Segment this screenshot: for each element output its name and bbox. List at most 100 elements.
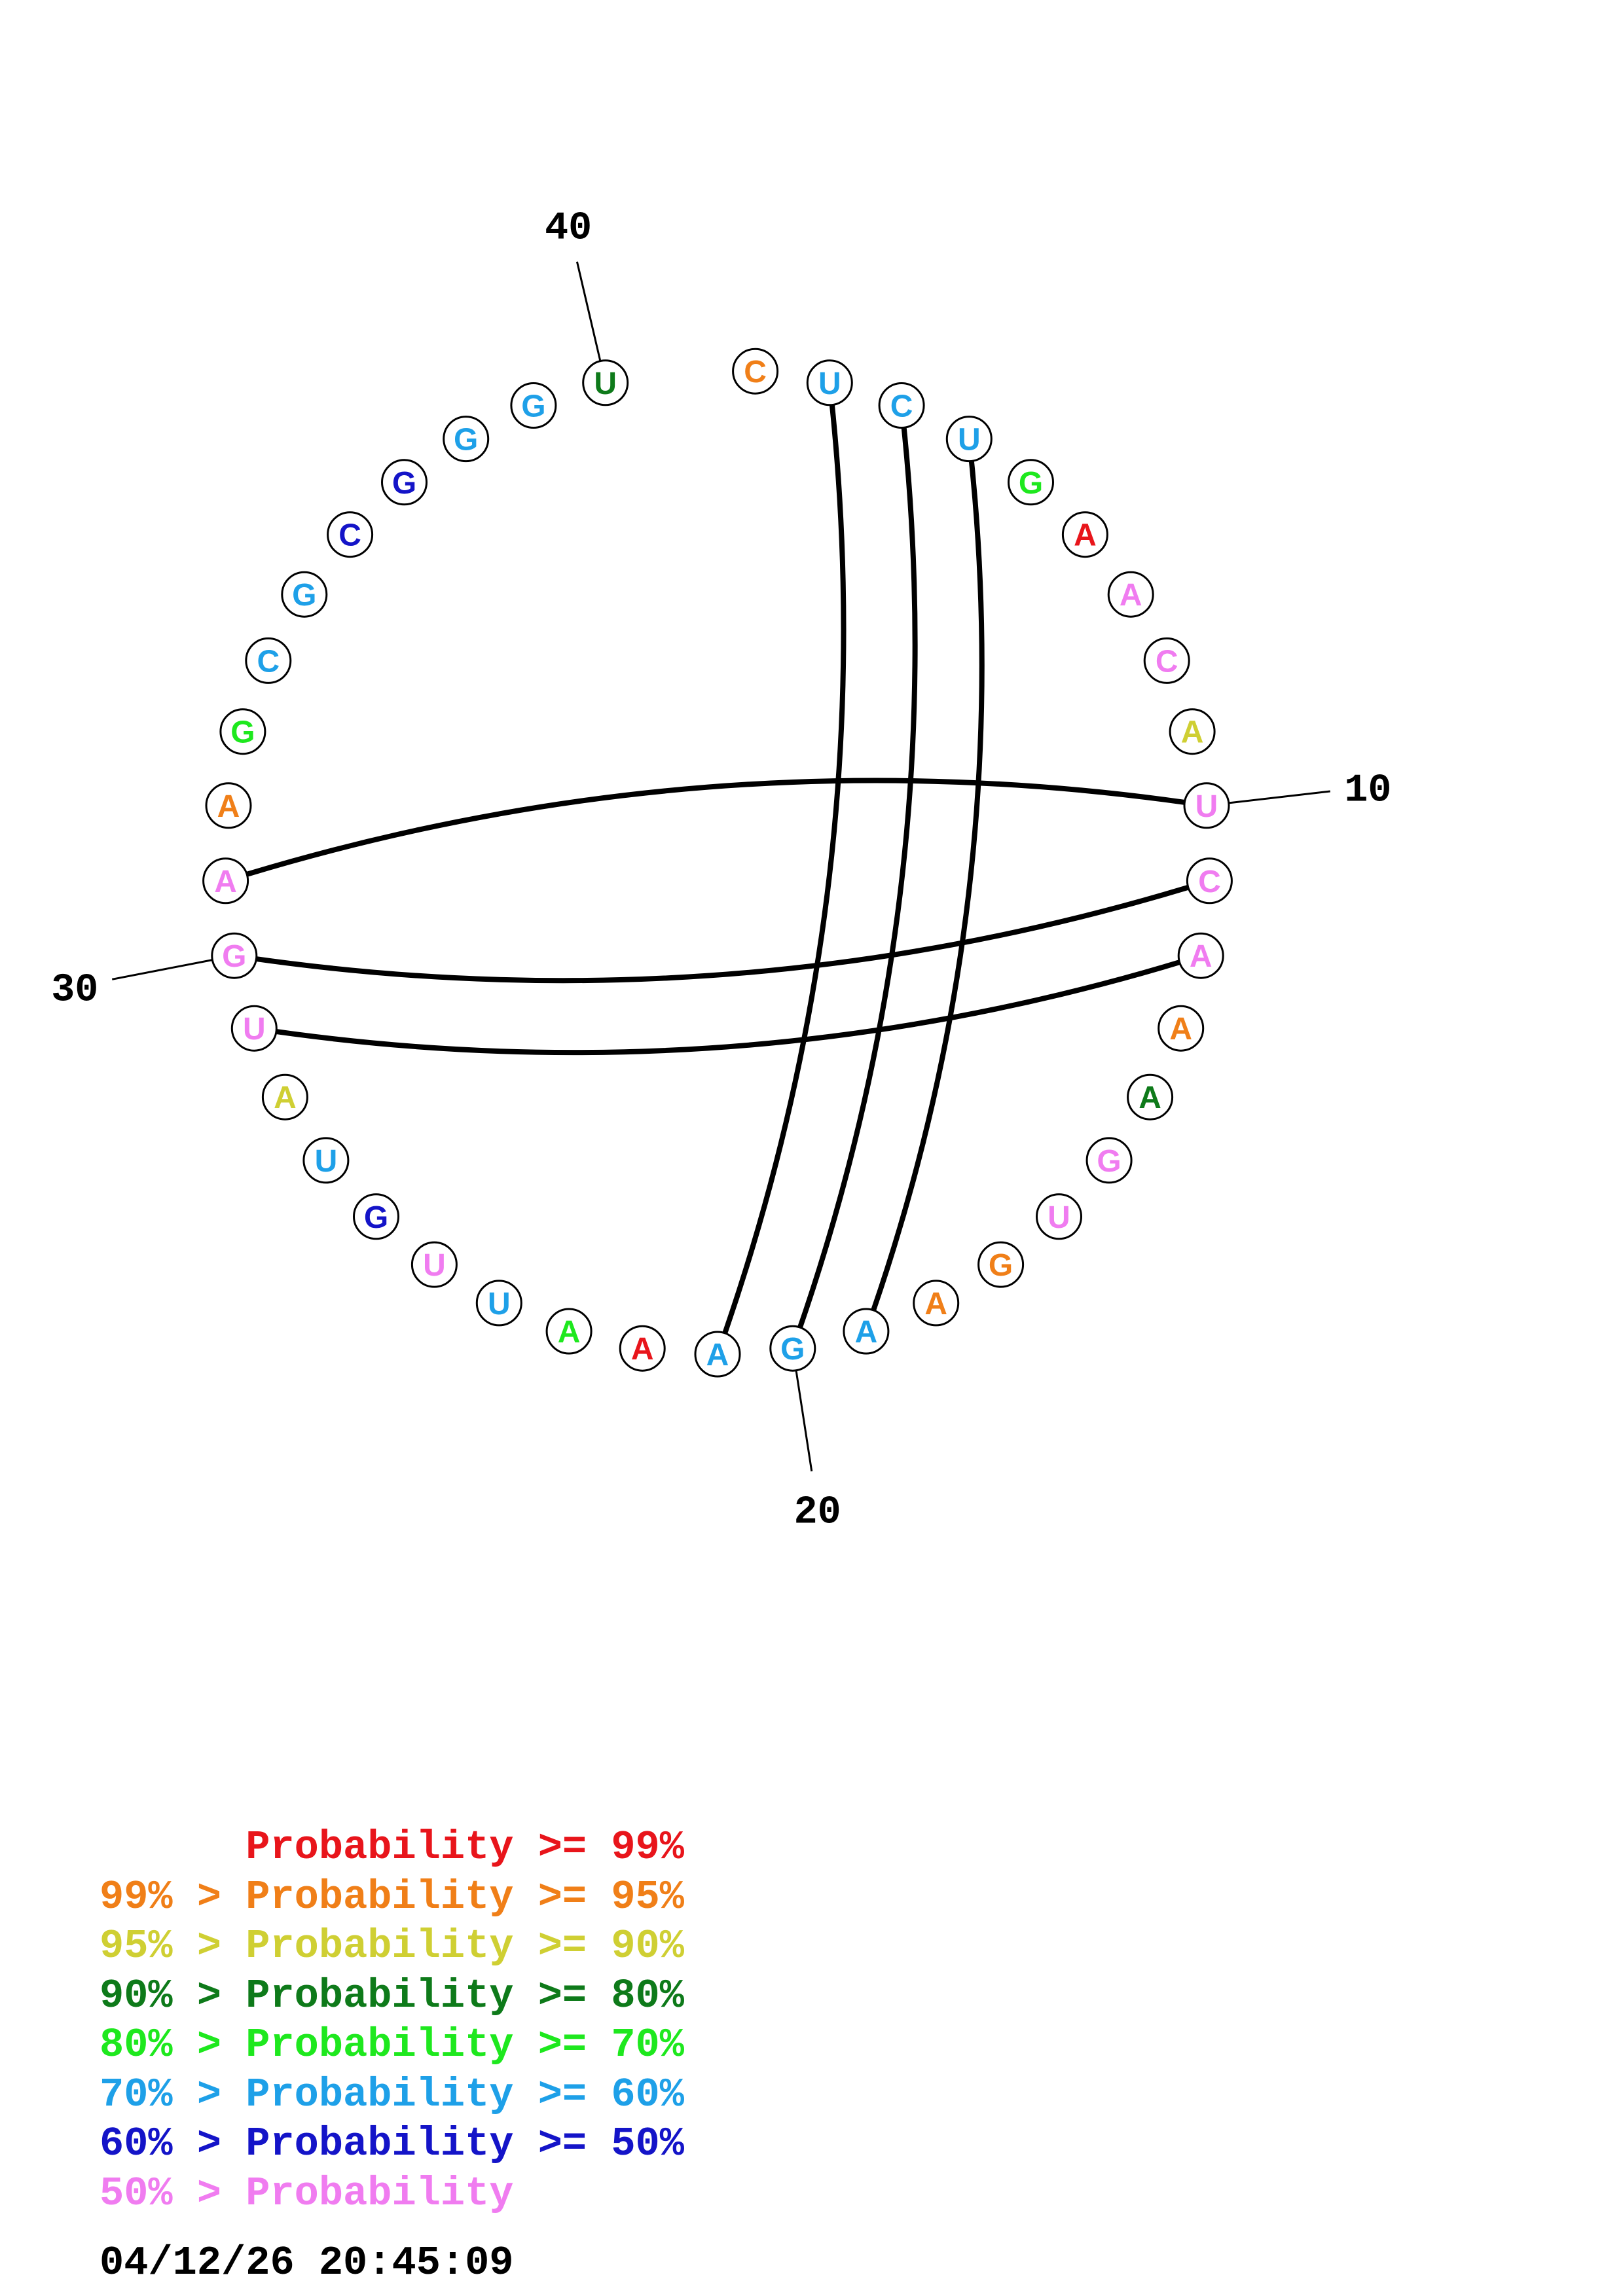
tick-label-40: 40: [545, 206, 592, 251]
nucleotide-34: C: [245, 637, 292, 684]
nucleotide-37: G: [381, 459, 428, 506]
nucleotide-letter: U: [594, 367, 617, 401]
nucleotide-circle: [545, 1308, 593, 1355]
nucleotide-circle: [732, 348, 779, 395]
nucleotide-19: A: [843, 1308, 890, 1355]
nucleotide-letter: A: [217, 789, 240, 824]
nucleotide-circle: [219, 708, 266, 755]
nucleotide-letter: U: [315, 1144, 338, 1179]
nucleotide-letter: G: [364, 1200, 388, 1235]
tick-label-20: 20: [794, 1490, 841, 1535]
nucleotide-circle: [1183, 782, 1230, 829]
nucleotide-circle: [769, 1325, 816, 1372]
legend-row-p80: 90% > Probability >= 80%: [100, 1972, 684, 2019]
nucleotide-circle: [281, 571, 328, 618]
nucleotide-27: U: [302, 1137, 350, 1184]
legend-row-p50: 60% > Probability >= 50%: [100, 2121, 684, 2167]
nucleotide-circle: [410, 1241, 458, 1288]
nucleotide-circle: [1186, 857, 1233, 905]
nucleotide-letter: A: [1169, 1012, 1192, 1047]
nucleotide-circle: [1036, 1193, 1082, 1240]
nucleotide-letter: G: [392, 466, 416, 501]
nucleotide-letter: G: [1097, 1144, 1121, 1179]
nucleotide-letter: U: [1048, 1200, 1070, 1235]
legend-row-p90: 95% > Probability >= 90%: [100, 1923, 684, 1969]
nucleotide-circle: [878, 382, 925, 429]
nucleotide-circle: [353, 1193, 399, 1240]
nucleotide-letter: G: [989, 1248, 1013, 1283]
pair-arc-3-20: [790, 403, 918, 1352]
nucleotide-circle: [443, 416, 490, 463]
pair-arc-2-21: [715, 380, 847, 1357]
nucleotide-24: U: [475, 1280, 522, 1327]
nucleotide-letter: A: [706, 1338, 729, 1372]
nucleotide-letter: A: [1181, 715, 1204, 750]
nucleotide-circle: [945, 416, 993, 463]
nucleotide-40: U: [582, 359, 629, 406]
nucleotide-circle: [230, 1005, 278, 1052]
timestamp: 04/12/26 20:45:09: [100, 2240, 514, 2286]
tick-label-30: 30: [51, 968, 98, 1013]
position-ticks: 10 20 30 40: [51, 206, 1391, 1535]
nucleotide-circle: [1085, 1137, 1133, 1184]
pair-arc-11-30: [231, 878, 1213, 984]
nucleotide-31: A: [202, 857, 249, 905]
nucleotide-16: U: [1036, 1193, 1082, 1240]
base-pair-arcs: [223, 380, 1213, 1357]
nucleotide-letter: A: [1139, 1081, 1161, 1115]
nucleotide-circle: [245, 637, 292, 684]
tick-line-40: [575, 261, 602, 362]
nucleotide-letter: G: [292, 578, 316, 613]
tick-label-10: 10: [1344, 768, 1391, 813]
nucleotide-letter: G: [454, 423, 478, 457]
nucleotide-7: A: [1107, 571, 1154, 618]
nucleotide-circle: [1143, 637, 1190, 684]
nucleotide-circle: [619, 1325, 666, 1372]
nucleotide-letter: G: [521, 389, 545, 424]
nucleotide-30: G: [211, 932, 258, 979]
nucleotide-letter: C: [257, 644, 280, 679]
nucleotide-letter: A: [1074, 518, 1097, 553]
nucleotide-letter: A: [631, 1332, 654, 1367]
nucleotide-letter: A: [558, 1315, 581, 1350]
nucleotide-letter: U: [488, 1287, 511, 1321]
nucleotide-circle: [1158, 1005, 1205, 1052]
nucleotide-letter: U: [1195, 789, 1218, 824]
nucleotide-circle: [1177, 932, 1224, 979]
nucleotide-35: G: [281, 571, 328, 618]
nucleotide-26: G: [353, 1193, 399, 1240]
pair-arc-12-29: [251, 953, 1204, 1056]
nucleotide-14: A: [1127, 1073, 1174, 1121]
nucleotide-circle: [510, 382, 557, 429]
nucleotide-circle: [1008, 459, 1054, 506]
nucleotide-letter: G: [222, 939, 246, 974]
nucleotide-circle: [806, 359, 853, 406]
nucleotide-38: G: [443, 416, 490, 463]
nucleotide-8: C: [1143, 637, 1190, 684]
nucleotide-circle: [261, 1073, 308, 1121]
nucleotide-36: C: [327, 511, 374, 558]
nucleotide-letter: A: [214, 865, 237, 899]
nucleotide-letter: C: [744, 355, 767, 389]
nucleotide-17: G: [977, 1241, 1025, 1288]
nucleotide-letter: A: [1190, 939, 1213, 974]
nucleotide-letter: G: [230, 715, 255, 750]
nucleotide-23: A: [545, 1308, 593, 1355]
nucleotide-circle: [843, 1308, 890, 1355]
nucleotide-32: A: [205, 782, 252, 829]
nucleotide-18: A: [913, 1280, 960, 1327]
nucleotide-4: U: [945, 416, 993, 463]
nucleotide-circle: [1061, 511, 1108, 558]
nucleotide-33: G: [219, 708, 266, 755]
nucleotide-circle: [302, 1137, 350, 1184]
nucleotide-1: C: [732, 348, 779, 395]
nucleotide-letter: G: [1019, 466, 1043, 501]
nucleotide-circle: [582, 359, 629, 406]
nucleotide-20: G: [769, 1325, 816, 1372]
nucleotide-21: A: [694, 1331, 741, 1378]
nucleotide-39: G: [510, 382, 557, 429]
nucleotide-28: A: [261, 1073, 308, 1121]
nucleotide-11: C: [1186, 857, 1233, 905]
